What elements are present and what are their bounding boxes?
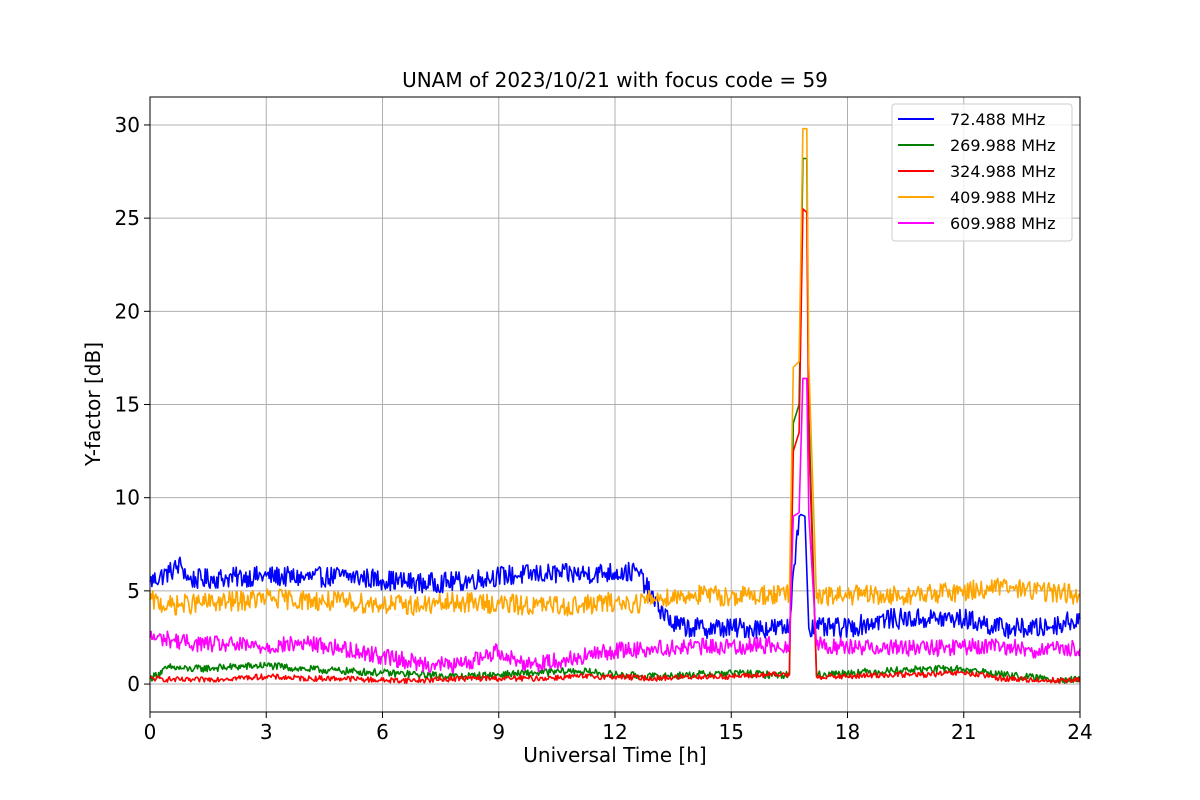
y-ticks: 0 5 10 15 20 25 30 — [115, 113, 150, 696]
y-tick-label: 30 — [115, 113, 140, 137]
x-tick-label: 6 — [376, 720, 389, 744]
series-line-2 — [149, 208, 1081, 684]
chart-title: UNAM of 2023/10/21 with focus code = 59 — [402, 68, 828, 92]
y-axis-label: Y-factor [dB] — [81, 342, 105, 467]
y-tick-label: 0 — [127, 672, 140, 696]
y-tick-label: 15 — [115, 393, 140, 417]
legend-entry: 409.988 MHz — [950, 188, 1055, 207]
y-tick-label: 5 — [127, 579, 140, 603]
legend-entry: 72.488 MHz — [950, 110, 1045, 129]
series-layer — [149, 127, 1081, 684]
x-axis-label: Universal Time [h] — [523, 743, 706, 767]
x-tick-label: 9 — [492, 720, 505, 744]
legend: 72.488 MHz 269.988 MHz 324.988 MHz 409.988 … — [891, 103, 1073, 242]
x-tick-label: 3 — [260, 720, 273, 744]
series-line-0 — [149, 513, 1081, 640]
legend-box — [891, 103, 1073, 242]
y-tick-label: 10 — [115, 486, 140, 510]
legend-entry: 609.988 MHz — [950, 214, 1055, 233]
series-line-3 — [149, 127, 1081, 617]
x-tick-label: 18 — [835, 720, 860, 744]
legend-entry: 324.988 MHz — [950, 162, 1055, 181]
x-tick-label: 24 — [1067, 720, 1092, 744]
y-tick-label: 25 — [115, 206, 140, 230]
series-line-4 — [149, 377, 1081, 674]
x-tick-label: 0 — [144, 720, 157, 744]
legend-entry: 269.988 MHz — [950, 136, 1055, 155]
x-tick-label: 15 — [719, 720, 744, 744]
y-tick-label: 20 — [115, 299, 140, 323]
x-tick-label: 21 — [951, 720, 976, 744]
x-tick-label: 12 — [602, 720, 627, 744]
x-ticks: 0 3 6 9 12 15 18 21 24 — [144, 712, 1093, 744]
